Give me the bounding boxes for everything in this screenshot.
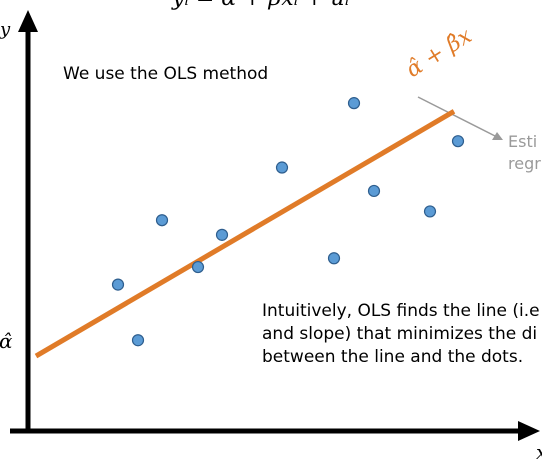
- intuition-line1: Intuitively, OLS finds the line (i.e: [262, 301, 540, 321]
- intuition-line2: and slope) that minimizes the di: [262, 324, 538, 344]
- y-axis-label: y: [0, 19, 11, 40]
- data-point: [131, 334, 145, 347]
- method-note: We use the OLS method: [63, 64, 269, 84]
- estimate-pointer: [417, 96, 498, 138]
- regression-line: [34, 109, 456, 359]
- x-axis-arrowhead: [518, 421, 540, 441]
- intuition-note: Intuitively, OLS finds the line (i.e and…: [262, 300, 540, 369]
- data-point: [347, 97, 361, 110]
- data-point: [327, 252, 341, 265]
- data-point: [215, 228, 229, 241]
- estimate-note: Esti regr: [508, 131, 541, 175]
- y-axis-arrowhead: [18, 10, 38, 32]
- data-point: [367, 184, 381, 198]
- intuition-line3: between the line and the dots.: [262, 347, 524, 367]
- data-point: [423, 205, 437, 218]
- regression-equation: yᵢ = α + βxᵢ + uᵢ: [172, 0, 349, 11]
- intercept-label: α̂: [0, 329, 13, 353]
- estimate-note-line2: regr: [508, 154, 541, 173]
- data-point: [155, 214, 169, 227]
- data-point: [191, 260, 205, 274]
- estimate-pointer-arrowhead: [492, 132, 503, 140]
- data-point: [111, 278, 125, 291]
- x-axis-label: x: [536, 440, 542, 464]
- data-point: [275, 161, 289, 174]
- estimate-note-line1: Esti: [508, 132, 538, 151]
- data-point: [451, 135, 465, 148]
